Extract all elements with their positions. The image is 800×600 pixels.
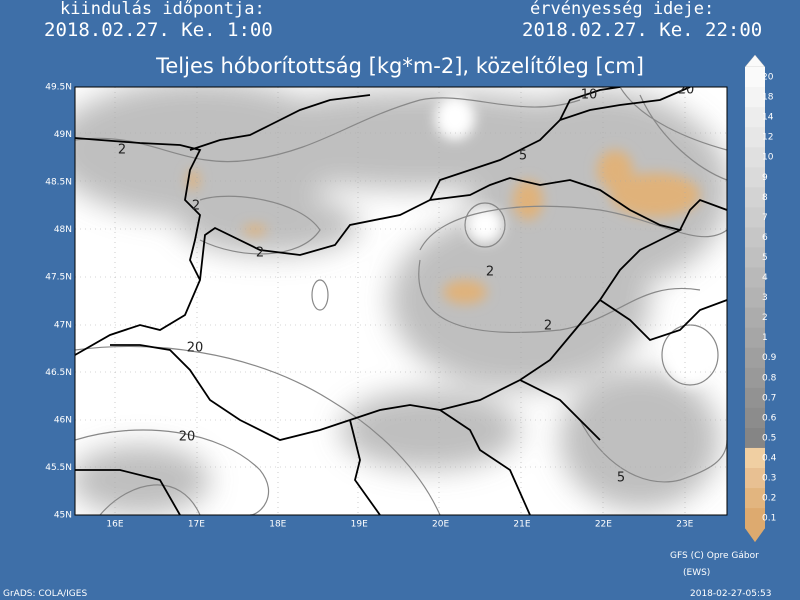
lon-label: 23E [676, 520, 693, 530]
colorbar-label: 1 [762, 333, 768, 343]
map: 10 20 2 5 2 2 2 2 20 20 5 [75, 83, 727, 515]
contour-label: 5 [617, 471, 625, 486]
colorbar-cell [745, 468, 765, 489]
colorbar-cell [745, 508, 765, 529]
colorbar-label: 3 [762, 293, 768, 303]
colorbar-label: 7 [762, 213, 768, 223]
colorbar-label: 5 [762, 253, 768, 263]
lat-label: 47.5N [45, 273, 72, 283]
colorbar-cell [745, 107, 765, 128]
colorbar-cell [745, 67, 765, 88]
colorbar-label: 0.6 [762, 413, 777, 423]
start-label: kiindulás időpontja: [60, 0, 265, 19]
contour-label: 20 [678, 83, 695, 98]
map-title: Teljes hóborítottság [kg*m-2], közelítől… [155, 54, 644, 78]
colorbar-cell [745, 147, 765, 168]
colorbar-label: 4 [762, 273, 768, 283]
colorbar-label: 12 [762, 133, 773, 143]
colorbar-label: 0.3 [762, 474, 776, 484]
colorbar-label: 14 [762, 113, 774, 123]
colorbar-cell [745, 367, 765, 389]
colorbar-cell [745, 167, 765, 188]
lon-label: 21E [513, 520, 530, 530]
colorbar-label: 0.9 [762, 353, 777, 363]
colorbar-label: 6 [762, 233, 768, 243]
lon-label: 18E [269, 520, 286, 530]
credit-sub: (EWS) [683, 568, 710, 578]
contour-label: 2 [486, 265, 494, 280]
map-frame [74, 86, 728, 516]
contour-label: 5 [519, 149, 527, 164]
colorbar-cell [745, 267, 765, 289]
colorbar-cell [745, 327, 765, 349]
lat-label: 47N [54, 320, 72, 330]
lat-label: 45.5N [45, 463, 72, 473]
footer-right: 2018-02-27-05:53 [690, 589, 772, 599]
lon-label: 20E [432, 520, 449, 530]
colorbar-label: 18 [762, 93, 774, 103]
lon-label: 16E [106, 520, 123, 530]
colorbar-label: 8 [762, 193, 768, 203]
colorbar-cell [745, 347, 765, 369]
credit: GFS (C) Opre Gábor [670, 551, 759, 561]
colorbar-cell [745, 407, 765, 429]
lat-label: 48N [54, 225, 72, 235]
colorbar-cell [745, 227, 765, 248]
colorbar-arrow-bottom [745, 528, 765, 543]
colorbar-cell [745, 387, 765, 409]
contour-label: 2 [192, 199, 200, 214]
lon-label: 19E [351, 520, 368, 530]
valid-label: érvényesség ideje: [530, 0, 714, 19]
colorbar-cell [745, 447, 765, 469]
colorbar-label: 0.4 [762, 453, 777, 463]
colorbar-label: 0.5 [762, 433, 776, 443]
colorbar-label: 2 [762, 313, 768, 323]
colorbar-cell [745, 87, 765, 108]
lat-label: 49.5N [45, 83, 72, 93]
lat-label: 45N [54, 511, 72, 521]
contour-label: 2 [256, 246, 264, 261]
colorbar-cell [745, 287, 765, 309]
colorbar-label: 20 [762, 73, 774, 83]
colorbar-cell [745, 488, 765, 509]
colorbar-cell [745, 207, 765, 228]
colorbar-label: 0.7 [762, 393, 776, 403]
lat-label: 46N [54, 415, 72, 425]
contour-label: 10 [581, 88, 598, 103]
colorbar-label: 9 [762, 173, 768, 183]
colorbar-label: 0.1 [762, 514, 776, 524]
footer-left: GrADS: COLA/IGES [3, 589, 87, 599]
lat-label: 46.5N [45, 368, 72, 378]
contour-label: 2 [544, 319, 552, 334]
colorbar-cell [745, 187, 765, 208]
colorbar-cell [745, 127, 765, 148]
lat-label: 49N [54, 130, 72, 140]
colorbar-cell [745, 307, 765, 329]
colorbar-cell [745, 427, 765, 449]
colorbar-cell [745, 247, 765, 268]
lon-label: 22E [595, 520, 612, 530]
contour-label: 2 [118, 143, 126, 158]
start-value: 2018.02.27. Ke. 1:00 [44, 19, 273, 41]
colorbar-label: 0.2 [762, 494, 776, 504]
colorbar-label: 10 [762, 153, 774, 163]
colorbar-label: 0.8 [762, 373, 777, 383]
lat-label: 48.5N [45, 178, 72, 188]
contour-label: 20 [187, 341, 204, 356]
colorbar-arrow-top [744, 54, 766, 68]
lon-label: 17E [188, 520, 205, 530]
valid-value: 2018.02.27. Ke. 22:00 [522, 19, 762, 41]
contour-label: 20 [179, 430, 196, 445]
